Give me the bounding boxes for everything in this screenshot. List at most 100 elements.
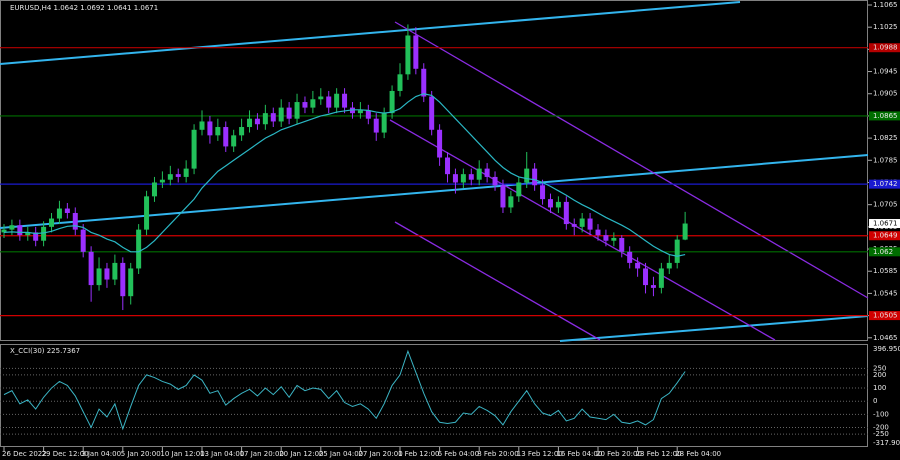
candle-body	[611, 237, 617, 241]
y-tick-label: 100	[873, 384, 886, 392]
candle-body	[112, 262, 118, 280]
candle-body	[508, 196, 514, 208]
y-tick-label: -250	[873, 430, 889, 438]
candle-body	[627, 251, 633, 263]
candle-body	[262, 113, 268, 125]
candle-body	[159, 179, 165, 183]
candle-body	[199, 121, 205, 130]
price-box	[869, 219, 900, 229]
x-tick-label: 29 Dec 12:00	[42, 450, 89, 458]
candle-body	[270, 113, 276, 122]
candle-body	[56, 208, 62, 219]
candle-body	[342, 93, 348, 108]
level-box	[869, 111, 900, 121]
candle-body	[579, 218, 585, 227]
x-tick-label: 28 Feb 04:00	[675, 450, 721, 458]
indicator-title: X_CCI(30) 225.7367	[10, 347, 80, 355]
x-tick-label: 6 Feb 04:00	[438, 450, 479, 458]
x-tick-label: 13 Feb 12:00	[517, 450, 563, 458]
candle-body	[563, 201, 569, 225]
candle-body	[80, 229, 86, 252]
candle-body	[658, 268, 664, 288]
candle-body	[476, 168, 482, 180]
cci-line	[3, 349, 686, 431]
drawings	[0, 0, 869, 447]
candle-body	[167, 174, 173, 180]
candle-body	[674, 239, 680, 263]
candle-body	[41, 226, 47, 241]
candle-body	[183, 168, 189, 177]
candle-body	[286, 107, 292, 119]
candle-body	[682, 223, 688, 240]
y-tick-label: -100	[873, 410, 889, 418]
candle-body	[460, 174, 466, 183]
candle-body	[373, 118, 379, 133]
candle-body	[136, 229, 142, 269]
candle-body	[595, 229, 601, 236]
candle-body	[17, 225, 23, 236]
y-tick-label: 1.0585	[873, 267, 898, 275]
candle-body	[326, 96, 332, 108]
trend-line	[0, 154, 869, 229]
level-label: 1.0649	[873, 232, 898, 240]
candle-body	[247, 118, 253, 128]
x-tick-label: 16 Feb 04:00	[556, 450, 602, 458]
level-label: 1.0988	[873, 44, 898, 52]
candle-body	[9, 225, 15, 230]
candle-body	[357, 110, 363, 114]
candle-body	[25, 232, 31, 236]
candle-body	[1, 229, 7, 233]
y-tick-label: 1.0545	[873, 289, 898, 297]
candle-body	[452, 174, 458, 183]
candle-body	[532, 168, 538, 186]
candle-body	[33, 232, 39, 241]
x-tick-label: 26 Dec 2022	[2, 450, 47, 458]
candle-body	[492, 176, 498, 186]
candle-body	[302, 102, 308, 108]
candle-body	[104, 268, 110, 280]
y-tick-label: 1.0945	[873, 68, 898, 76]
candle-body	[429, 96, 435, 130]
trend-line	[0, 1, 741, 65]
candle-body	[445, 157, 451, 175]
candle-body	[120, 262, 126, 297]
candle-body	[223, 127, 229, 147]
channel-line	[394, 221, 601, 341]
x-tick-label: 23 Feb 12:00	[636, 450, 682, 458]
candle-body	[643, 268, 649, 286]
y-tick-label: -200	[873, 423, 889, 431]
candle-body	[555, 201, 561, 208]
candle-body	[254, 118, 260, 125]
level-label: 1.062	[873, 248, 893, 256]
x-tick-label: 27 Jan 20:00	[358, 450, 402, 458]
candle-body	[516, 182, 522, 197]
chart-title: EURUSD,H4 1.0642 1.0692 1.0641 1.0671	[10, 4, 158, 12]
candle-body	[468, 174, 474, 180]
candle-body	[405, 35, 411, 75]
x-tick-label: 20 Feb 20:00	[596, 450, 642, 458]
candle-body	[619, 237, 625, 252]
candle-body	[484, 168, 490, 177]
level-label: 1.0742	[873, 180, 898, 188]
x-tick-label: 25 Jan 04:00	[319, 450, 363, 458]
candle-body	[334, 93, 340, 108]
candle-body	[587, 218, 593, 230]
price-label: 1.0671	[873, 220, 898, 228]
candle-body	[318, 96, 324, 100]
level-label: 1.0505	[873, 312, 898, 320]
candle-body	[96, 268, 102, 286]
x-tick-label: 1 Feb 12:00	[398, 450, 439, 458]
candle-body	[278, 107, 284, 122]
level-box	[869, 43, 900, 53]
y-tick-label: 1.0905	[873, 90, 898, 98]
candle-body	[421, 68, 427, 97]
y-tick-label: 1.0825	[873, 134, 898, 142]
candle-body	[381, 113, 387, 133]
y-tick-label: -317.906	[873, 439, 900, 447]
candle-body	[540, 185, 546, 200]
trend-line	[559, 315, 869, 342]
y-tick-label: 200	[873, 371, 886, 379]
y-tick-label: 396.9508	[873, 345, 900, 353]
candle-body	[151, 182, 157, 197]
